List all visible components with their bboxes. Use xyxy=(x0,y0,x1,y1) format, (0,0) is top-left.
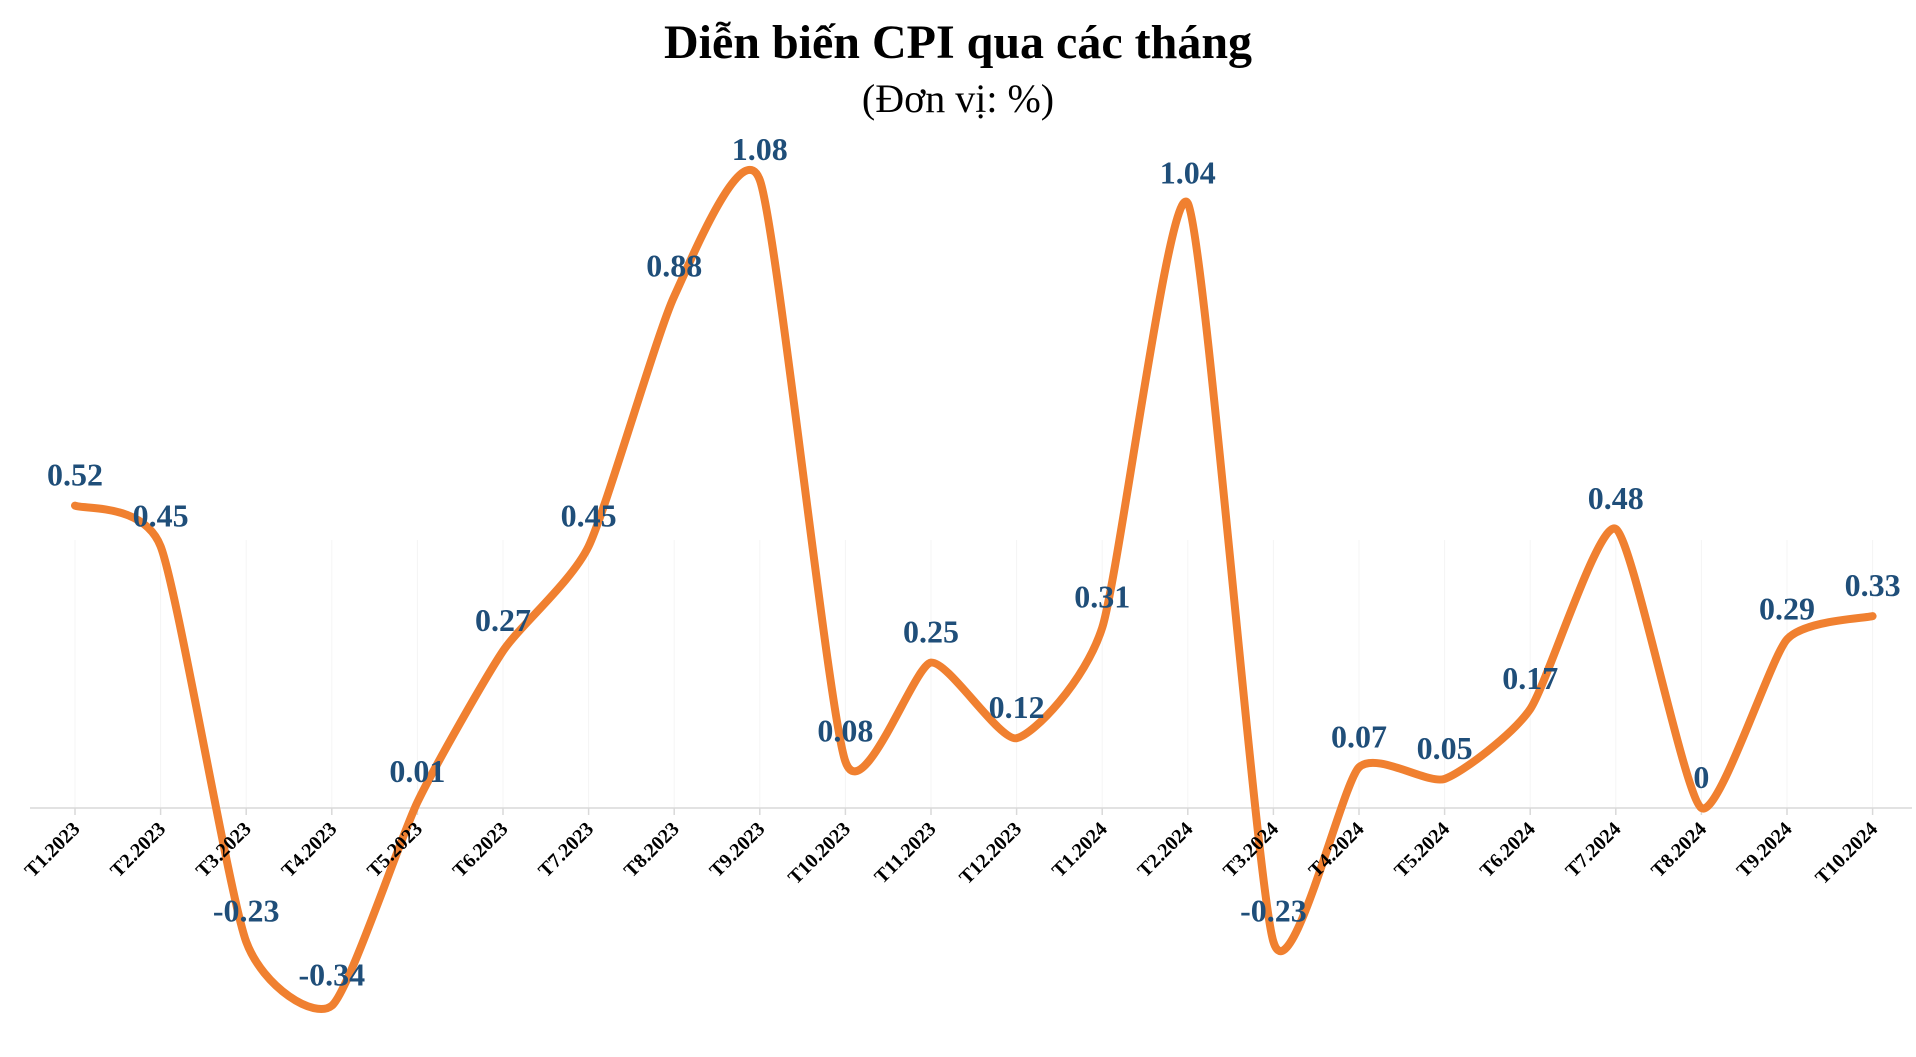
data-label: 1.04 xyxy=(1160,154,1216,190)
x-tick-label: T12.2023 xyxy=(955,818,1026,889)
x-tick-label: T2.2023 xyxy=(106,818,170,882)
data-label: 0.12 xyxy=(989,689,1045,725)
x-tick-label: T8.2023 xyxy=(620,818,684,882)
data-label: 0.25 xyxy=(903,614,959,650)
data-label: 0.07 xyxy=(1331,718,1387,754)
x-tick-label: T4.2023 xyxy=(277,818,341,882)
x-tick-label: T9.2023 xyxy=(705,818,769,882)
data-label: -0.23 xyxy=(1240,893,1307,929)
x-tick-label: T10.2024 xyxy=(1811,818,1882,889)
x-tick-label: T6.2024 xyxy=(1476,818,1540,882)
chart-title: Diễn biến CPI qua các tháng xyxy=(664,16,1252,69)
data-label: 0.88 xyxy=(646,247,702,283)
x-tick-label: T7.2023 xyxy=(534,818,598,882)
data-label: 0.33 xyxy=(1845,567,1901,603)
x-tick-label: T5.2023 xyxy=(363,818,427,882)
data-label: 0.08 xyxy=(817,712,873,748)
x-tick-label: T6.2023 xyxy=(449,818,513,882)
data-label: 0.01 xyxy=(389,753,445,789)
data-label: 0.29 xyxy=(1759,590,1815,626)
data-label: 1.08 xyxy=(732,131,788,167)
x-axis-ticks xyxy=(74,808,1874,815)
data-label: 0.17 xyxy=(1502,660,1558,696)
data-labels: 0.52 0.45 -0.23 -0.34 0.01 0.27 0.45 0.88 1.08 0.… xyxy=(47,131,1901,993)
x-tick-label: T7.2024 xyxy=(1561,818,1625,882)
data-label: 0.48 xyxy=(1588,480,1644,516)
data-label: 0.05 xyxy=(1417,730,1473,766)
x-axis-labels: T1.2023 T2.2023 T3.2023 T4.2023 T5.2023 T6.20… xyxy=(21,818,1882,889)
x-tick-label: T3.2024 xyxy=(1219,818,1283,882)
data-label: 0.31 xyxy=(1074,579,1130,615)
x-tick-label: T5.2024 xyxy=(1390,818,1454,882)
cpi-series-line xyxy=(71,166,1877,1013)
x-tick-label: T11.2023 xyxy=(870,818,940,888)
data-label: 0.27 xyxy=(475,602,531,638)
x-tick-label: T1.2023 xyxy=(21,818,85,882)
x-tick-label: T2.2024 xyxy=(1133,818,1197,882)
x-tick-label: T10.2023 xyxy=(784,818,855,889)
data-label: 0.45 xyxy=(133,497,189,533)
x-tick-label: T8.2024 xyxy=(1647,818,1711,882)
data-label: 0 xyxy=(1693,759,1709,795)
data-label: -0.34 xyxy=(298,957,365,993)
x-tick-label: T9.2024 xyxy=(1733,818,1797,882)
data-label: -0.23 xyxy=(213,893,280,929)
x-tick-label: T1.2024 xyxy=(1048,818,1112,882)
chart-subtitle: (Đơn vị: %) xyxy=(862,76,1054,121)
category-guides xyxy=(74,540,1874,808)
data-label: 0.52 xyxy=(47,457,103,493)
data-label: 0.45 xyxy=(561,497,617,533)
